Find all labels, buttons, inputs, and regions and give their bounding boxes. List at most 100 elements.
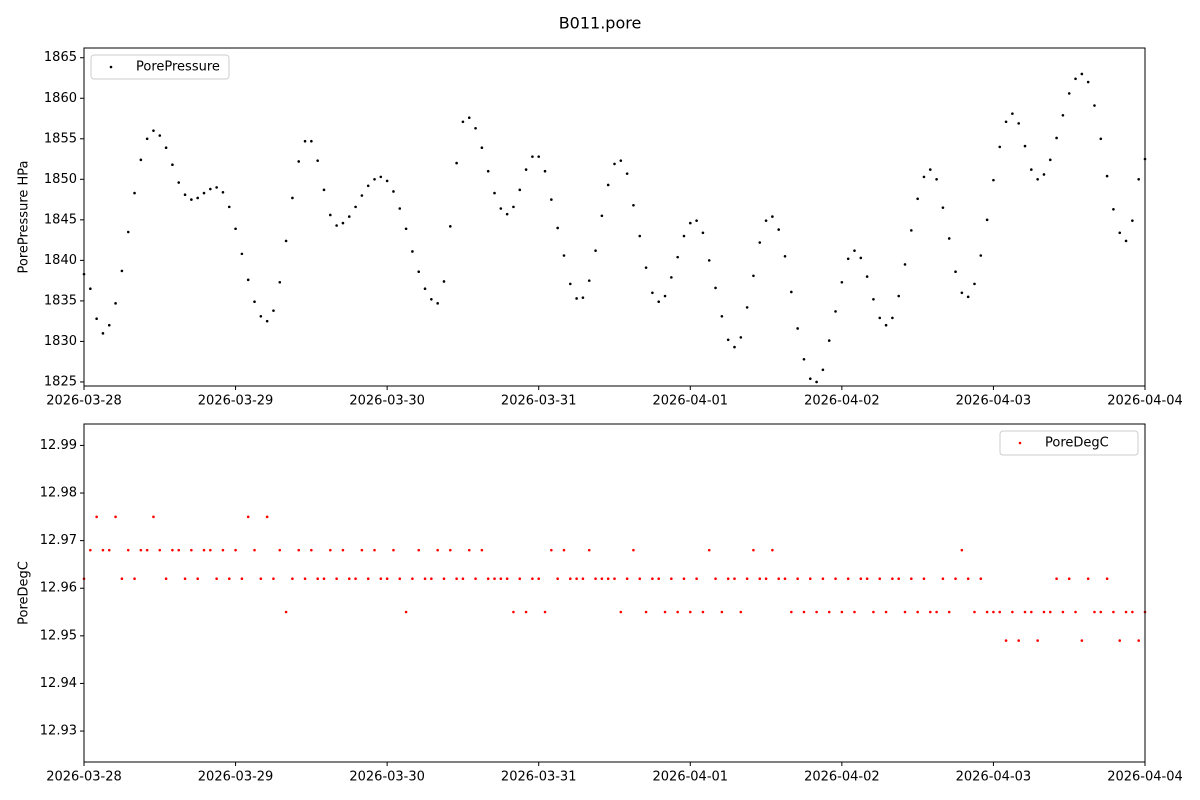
data-point xyxy=(644,266,648,269)
data-point xyxy=(202,548,206,552)
data-point xyxy=(436,548,439,552)
data-point xyxy=(202,191,206,195)
data-point xyxy=(1093,610,1096,614)
data-point xyxy=(619,159,623,162)
y-tick-label: 12.94 xyxy=(40,676,77,691)
y-tick-label: 12.99 xyxy=(40,438,77,453)
data-point xyxy=(246,278,250,282)
data-point xyxy=(903,610,907,614)
data-point xyxy=(291,196,294,200)
data-point xyxy=(619,610,623,614)
data-point xyxy=(1112,207,1115,211)
data-point xyxy=(499,577,503,581)
data-point xyxy=(366,184,370,188)
data-point xyxy=(973,282,976,286)
legend-box xyxy=(90,54,230,80)
data-point xyxy=(663,294,667,298)
data-point xyxy=(467,548,471,552)
data-point xyxy=(1074,610,1077,614)
y-tick-label: 12.96 xyxy=(40,581,77,596)
data-point xyxy=(651,577,654,581)
data-point xyxy=(922,175,926,179)
data-point xyxy=(600,577,604,581)
data-point xyxy=(158,134,162,137)
data-point xyxy=(600,214,604,218)
data-point xyxy=(1067,577,1071,581)
data-point xyxy=(297,548,301,552)
data-point xyxy=(954,270,957,274)
data-point xyxy=(613,162,616,166)
data-point xyxy=(796,327,799,330)
data-point xyxy=(771,215,774,218)
data-point xyxy=(341,548,345,552)
data-point xyxy=(505,577,509,581)
data-point xyxy=(95,317,98,321)
data-point xyxy=(846,577,850,581)
data-point xyxy=(196,196,199,200)
data-point xyxy=(347,215,351,218)
data-point xyxy=(714,577,717,581)
data-point xyxy=(120,269,124,273)
data-point xyxy=(486,169,490,173)
data-point xyxy=(676,610,679,614)
data-point xyxy=(1105,577,1109,581)
axes-frame xyxy=(83,423,1146,763)
data-point xyxy=(101,548,105,552)
data-point xyxy=(556,577,559,581)
data-point xyxy=(1048,610,1052,614)
data-point xyxy=(1112,610,1115,614)
x-tick-label: 2026-03-28 xyxy=(46,770,122,785)
data-point xyxy=(95,515,98,519)
data-point xyxy=(764,219,768,222)
data-point xyxy=(291,577,294,581)
data-point xyxy=(442,280,446,283)
data-point xyxy=(973,610,976,614)
data-point xyxy=(714,286,717,290)
data-point xyxy=(771,548,774,552)
data-point xyxy=(341,221,345,225)
data-point xyxy=(720,610,724,614)
data-point xyxy=(455,161,458,165)
data-point xyxy=(979,577,983,581)
data-point xyxy=(733,577,736,581)
data-point xyxy=(992,610,995,614)
data-point xyxy=(859,256,863,260)
data-point xyxy=(423,287,427,291)
data-point xyxy=(1030,610,1033,614)
data-point xyxy=(543,610,547,614)
data-point xyxy=(322,577,326,581)
data-point xyxy=(1030,168,1033,171)
data-point xyxy=(644,610,648,614)
data-point xyxy=(853,610,856,614)
data-point xyxy=(872,610,875,614)
data-point xyxy=(259,314,263,318)
data-point xyxy=(1099,137,1103,141)
data-point xyxy=(240,252,244,256)
data-point xyxy=(145,137,149,141)
data-point xyxy=(796,577,799,581)
data-point xyxy=(670,276,673,279)
data-point xyxy=(663,610,667,614)
data-point xyxy=(310,548,313,552)
data-point xyxy=(790,290,793,294)
data-point xyxy=(1124,239,1128,243)
y-tick-label: 1865 xyxy=(44,50,77,65)
data-point xyxy=(411,250,414,253)
data-point xyxy=(253,300,256,304)
data-point xyxy=(853,249,856,252)
y-tick-label: 1850 xyxy=(44,172,77,187)
data-point xyxy=(190,198,193,201)
data-point xyxy=(688,221,692,225)
data-point xyxy=(303,577,307,581)
data-point xyxy=(284,239,288,243)
data-point xyxy=(455,577,458,581)
data-point xyxy=(493,191,496,195)
data-point xyxy=(884,323,888,327)
data-point xyxy=(467,116,471,120)
data-point xyxy=(827,339,831,342)
data-point xyxy=(531,577,534,581)
data-point xyxy=(265,319,269,323)
data-point xyxy=(1023,610,1027,614)
data-point xyxy=(385,577,389,581)
